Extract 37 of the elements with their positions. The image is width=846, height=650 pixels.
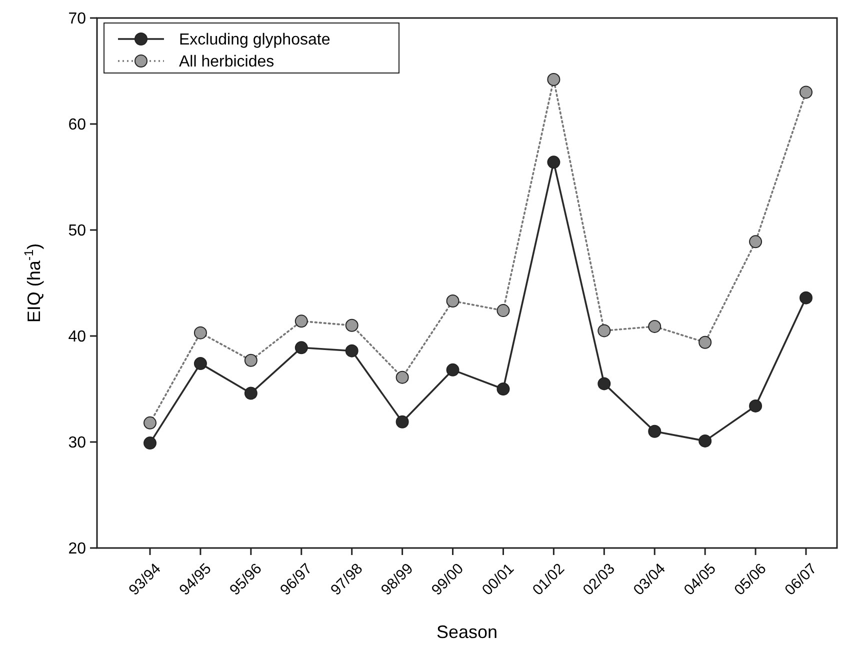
point: [698, 434, 712, 448]
point: [547, 72, 560, 86]
y-tick-label: 20: [68, 540, 86, 558]
point: [345, 318, 358, 332]
x-axis-title: Season: [436, 622, 498, 642]
point: [496, 382, 510, 396]
point: [244, 354, 258, 367]
y-tick-label: 50: [68, 222, 86, 240]
point: [244, 386, 258, 400]
point: [800, 86, 812, 99]
point: [598, 377, 611, 390]
y-tick-label: 60: [68, 116, 86, 134]
point: [194, 357, 207, 370]
point: [396, 415, 409, 428]
legend-label: All herbicides: [179, 54, 274, 71]
y-tick-label: 40: [68, 328, 86, 346]
point: [800, 291, 812, 304]
point: [698, 336, 712, 349]
point: [648, 320, 662, 333]
point: [294, 341, 308, 354]
point: [345, 344, 358, 358]
y-tick-label: 30: [68, 434, 86, 452]
point: [749, 399, 762, 412]
legend-label: Excluding glyphosate: [179, 32, 330, 49]
point: [396, 370, 409, 384]
point: [598, 324, 611, 338]
point: [144, 416, 156, 430]
point: [547, 156, 560, 169]
point: [194, 326, 207, 340]
point: [496, 304, 510, 318]
point: [446, 363, 460, 376]
point: [446, 294, 460, 308]
y-tick-label: 70: [68, 10, 86, 28]
point: [648, 424, 662, 438]
point: [144, 436, 156, 450]
point: [294, 314, 308, 328]
point: [749, 235, 762, 248]
